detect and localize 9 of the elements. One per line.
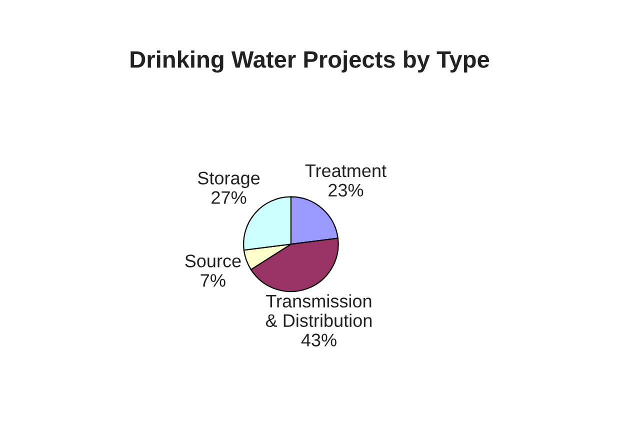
slice-label: Transmission & Distribution [266, 294, 372, 327]
data-label: 23% [328, 184, 364, 197]
slice-label: Storage [198, 172, 260, 188]
data-label: 27% [212, 191, 246, 204]
data-label: 7% [200, 274, 226, 287]
chart-title: Drinking Water Projects by Type [130, 50, 490, 73]
slice-label: Treatment [305, 164, 386, 178]
slice-label: Source [185, 254, 241, 268]
data-label: 43% [301, 334, 336, 346]
